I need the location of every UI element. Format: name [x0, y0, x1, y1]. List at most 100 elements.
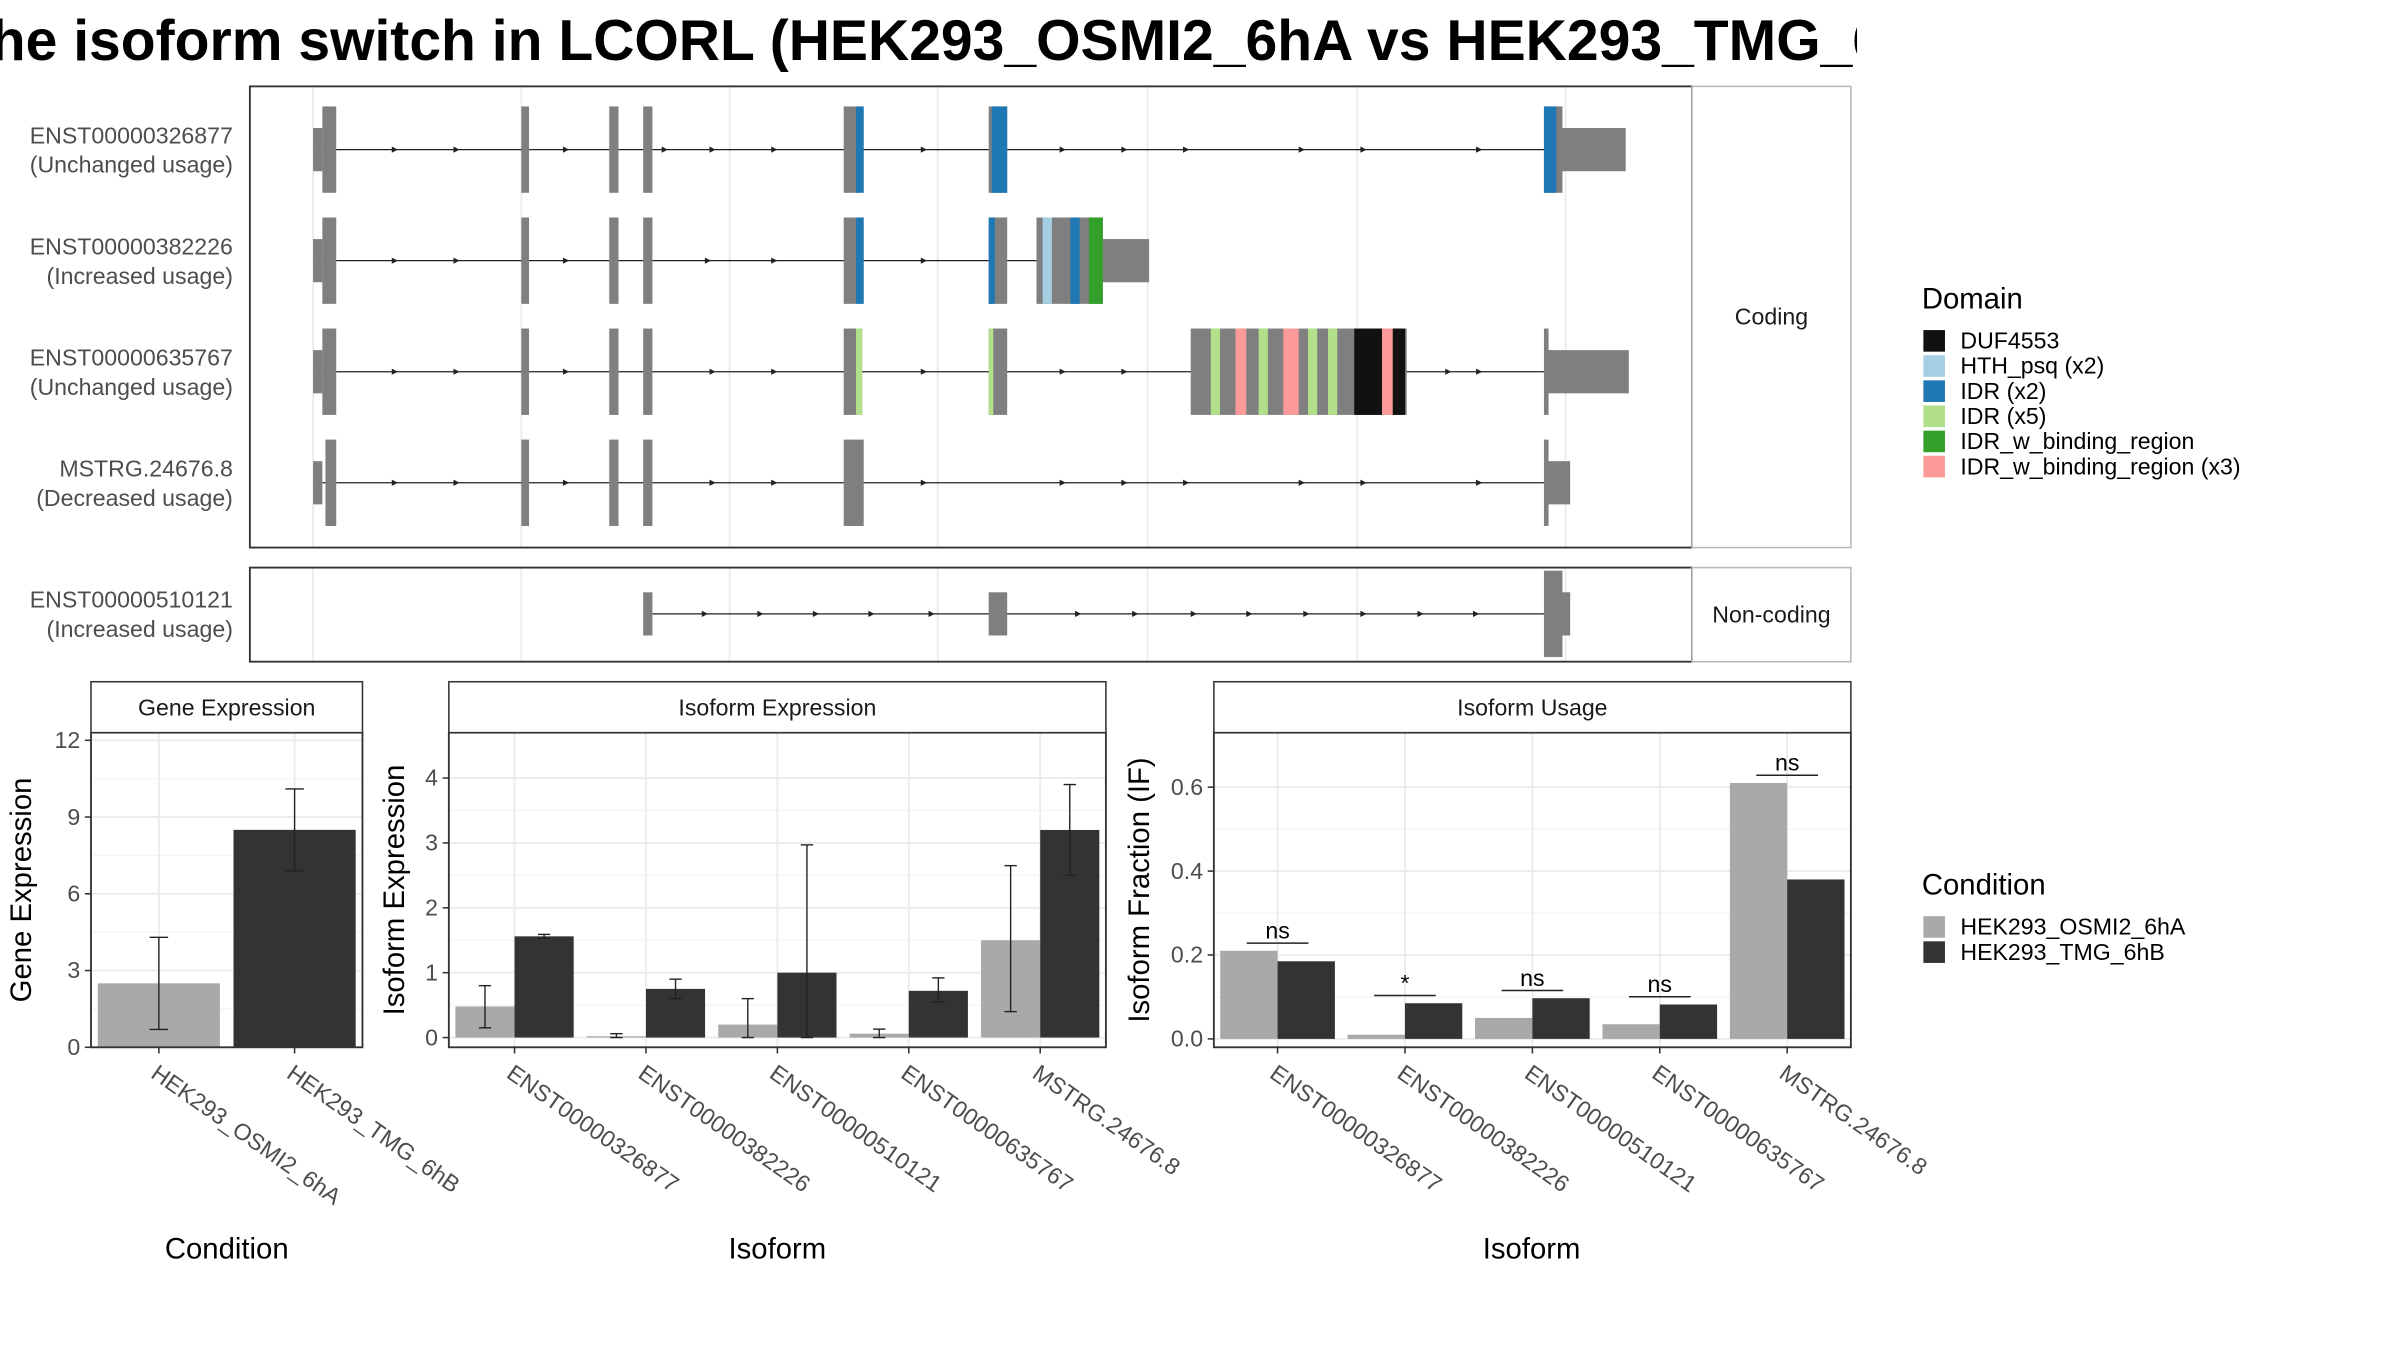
panel-title: Isoform Usage — [1457, 695, 1607, 721]
domain-segment — [1543, 106, 1557, 193]
exon-block — [322, 106, 337, 193]
intron-arrow — [1298, 146, 1305, 153]
facet-strip — [90, 680, 364, 734]
exon-block — [521, 106, 530, 193]
intron-arrow — [661, 146, 668, 153]
intron-arrow — [1246, 610, 1253, 617]
intron-arrow — [1360, 610, 1367, 617]
exon-block — [843, 439, 864, 526]
y-tick-label: 0.6 — [1171, 774, 1203, 800]
domain-segment — [1235, 328, 1247, 415]
intron-arrow — [771, 479, 778, 486]
intron-arrow — [562, 257, 570, 264]
intron-arrow — [562, 368, 570, 375]
exon-block — [322, 217, 337, 304]
intron-arrow — [391, 368, 398, 375]
domain-segment — [1283, 328, 1299, 415]
exon-block — [643, 328, 653, 415]
exon-block — [322, 328, 337, 415]
exon-block — [643, 106, 653, 193]
intron-arrow — [1183, 479, 1190, 486]
intron-arrow — [453, 479, 460, 486]
exon-block — [1553, 128, 1626, 172]
y-tick-label: 2 — [425, 895, 438, 921]
domain-segment — [1088, 217, 1103, 304]
condition-legend-label: HEK293_TMG_6hB — [1960, 939, 2164, 965]
y-tick-label: 0 — [67, 1034, 80, 1060]
intron-arrow — [704, 257, 712, 264]
isoform-id-label: ENST00000326877 — [30, 122, 233, 148]
intron-arrow — [1059, 368, 1066, 375]
panel-title: Isoform Expression — [678, 695, 876, 721]
intron-arrow — [1075, 610, 1082, 617]
isoform-id-label: ENST00000382226 — [30, 233, 233, 259]
intron-arrow — [1121, 479, 1128, 486]
y-axis-title: Gene Expression — [5, 778, 38, 1003]
figure-title: he isoform switch in LCORL (HEK293_OSMI2… — [0, 9, 1858, 73]
bar — [1220, 950, 1278, 1039]
isoform-id-label: ENST00000510121 — [30, 587, 233, 613]
condition-legend-title: Condition — [1922, 869, 2046, 902]
significance-label: ns — [1520, 965, 1544, 991]
domain-segment — [856, 217, 864, 304]
bar — [1532, 998, 1590, 1039]
bar — [1404, 1003, 1463, 1039]
bar-panel: Isoform Expression01234ENST00000326877EN… — [378, 680, 1185, 1266]
exon-block — [313, 350, 323, 394]
domain-legend-title: Domain — [1922, 282, 2023, 315]
exon-block — [521, 328, 530, 415]
isoform-id-label: MSTRG.24676.8 — [59, 456, 233, 482]
exon-block — [1557, 592, 1571, 636]
panel-title: Gene Expression — [138, 695, 315, 721]
gene-panel-background — [249, 567, 1693, 662]
facet-strip — [1691, 566, 1852, 663]
domain-legend-label: IDR_w_binding_region — [1960, 428, 2194, 454]
x-axis-title: Isoform — [1483, 1233, 1581, 1266]
intron-arrow — [1476, 368, 1483, 375]
legend-key — [1923, 430, 1945, 453]
significance-label: ns — [1775, 750, 1799, 776]
exon-block — [1543, 570, 1563, 658]
intron-arrow — [1132, 610, 1139, 617]
x-axis-title: Condition — [165, 1233, 289, 1266]
domain-segment — [856, 328, 863, 415]
bar — [1787, 879, 1845, 1039]
isoform-id-label: ENST00000635767 — [30, 345, 233, 371]
domain-segment — [1210, 328, 1221, 415]
exon-block — [609, 106, 619, 193]
intron-arrow — [391, 479, 398, 486]
legend-key — [1923, 355, 1945, 377]
y-tick-label: 3 — [67, 957, 80, 983]
exon-block — [609, 217, 619, 304]
domain-segment — [988, 217, 995, 304]
gene-panel-background — [249, 86, 1693, 548]
legend-key — [1923, 916, 1945, 938]
exon-block — [313, 461, 323, 505]
exon-block — [609, 328, 619, 415]
legend-key — [1923, 330, 1945, 352]
domain-legend-label: IDR (x5) — [1960, 403, 2046, 429]
y-tick-label: 0.0 — [1171, 1026, 1203, 1052]
intron-arrow — [1476, 479, 1483, 486]
exon-block — [313, 128, 323, 172]
y-tick-label: 0 — [425, 1024, 438, 1050]
exon-block — [1545, 350, 1629, 394]
domain-segment — [856, 106, 864, 193]
intron-arrow — [453, 257, 460, 264]
legend-key — [1923, 941, 1945, 963]
significance-label: ns — [1265, 917, 1289, 943]
intron-arrow — [1183, 146, 1190, 153]
domain-legend-label: HTH_psq (x2) — [1960, 353, 2104, 379]
isoform-usage-label: (Unchanged usage) — [30, 374, 233, 400]
intron-arrow — [1059, 479, 1066, 486]
domain-segment — [1328, 328, 1338, 415]
bar — [1659, 1004, 1718, 1039]
bar — [1475, 1017, 1533, 1039]
facet-strip — [448, 680, 1107, 734]
x-axis-title: Isoform — [729, 1233, 827, 1266]
intron-arrow — [701, 610, 708, 617]
isoform-usage-label: (Decreased usage) — [36, 485, 233, 511]
